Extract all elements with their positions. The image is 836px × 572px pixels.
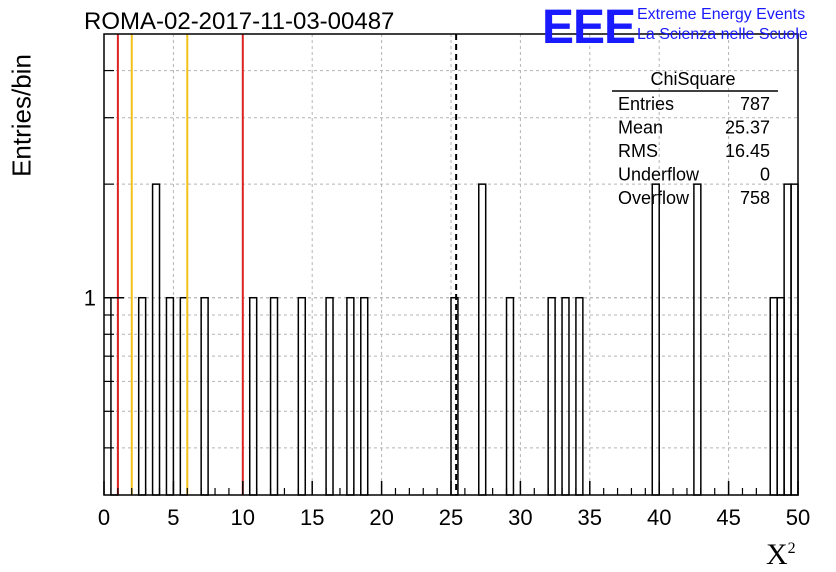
x-tick-label: 45 xyxy=(716,505,740,530)
logo-subtitle-1: Extreme Energy Events xyxy=(637,6,806,23)
histogram-bar xyxy=(783,183,792,496)
histogram-bar xyxy=(110,296,119,496)
x-tick-label: 15 xyxy=(300,505,324,530)
x-tick-label: 10 xyxy=(231,505,255,530)
histogram-bar xyxy=(790,183,799,496)
reference-lines xyxy=(116,34,458,495)
x-tick-label: 50 xyxy=(786,505,810,530)
histogram-bar xyxy=(269,296,279,496)
histogram-bar xyxy=(561,296,570,496)
histogram-bar xyxy=(693,183,702,496)
x-tick-label: 30 xyxy=(508,505,532,530)
stats-label: Mean xyxy=(618,118,663,138)
histogram-bar xyxy=(360,296,369,496)
stats-value: 787 xyxy=(740,94,770,114)
histogram-bar xyxy=(776,296,785,496)
x-tick-label: 40 xyxy=(647,505,671,530)
stats-label: Overflow xyxy=(618,188,690,208)
stats-label: Entries xyxy=(618,94,674,114)
stats-box: ChiSquare Entries 787 Mean 25.37 RMS 16.45 Unde… xyxy=(612,69,778,208)
histogram-bar xyxy=(297,296,307,496)
histogram-bar xyxy=(200,296,209,496)
histogram-bar xyxy=(179,296,189,496)
histogram-bar xyxy=(165,296,175,496)
stats-value: 25.37 xyxy=(725,118,770,138)
histogram-bar xyxy=(505,296,515,496)
histogram-bar xyxy=(151,183,161,496)
x-axis-label: X2 xyxy=(766,538,796,572)
histogram-bar xyxy=(575,296,584,496)
stats-label: Underflow xyxy=(618,165,700,185)
x-tick-label: 35 xyxy=(578,505,602,530)
histogram-bar xyxy=(248,296,258,496)
x-tick-label: 20 xyxy=(369,505,393,530)
y-axis-label: Entries/bin xyxy=(6,54,37,177)
logo-subtitle-2: La Scienza nelle Scuole xyxy=(637,26,808,43)
histogram-bar xyxy=(137,296,147,496)
histogram-bar xyxy=(325,296,334,496)
stats-name: ChiSquare xyxy=(650,69,735,89)
histogram-bar xyxy=(478,183,487,496)
histogram-bar xyxy=(547,296,556,496)
axis-ticks: 0 5 10 15 20 25 30 35 40 45 50 1 xyxy=(84,69,810,530)
histogram-bars xyxy=(110,183,799,496)
y-tick-label: 1 xyxy=(84,286,96,311)
stats-value: 16.45 xyxy=(725,141,770,161)
x-axis-label-base: X xyxy=(766,538,788,571)
stats-label: RMS xyxy=(618,141,658,161)
chart-title: ROMA-02-2017-11-03-00487 xyxy=(84,8,395,35)
x-tick-label: 25 xyxy=(439,505,463,530)
x-axis-label-superscript: 2 xyxy=(787,540,796,557)
stats-value: 0 xyxy=(760,165,770,185)
histogram-bar xyxy=(769,296,778,496)
histogram-bar xyxy=(346,296,355,496)
x-tick-label: 0 xyxy=(98,505,110,530)
histogram-bar xyxy=(651,183,660,496)
stats-value: 758 xyxy=(740,188,770,208)
eee-logo-mark: EEE xyxy=(542,1,636,54)
x-tick-label: 5 xyxy=(167,505,179,530)
